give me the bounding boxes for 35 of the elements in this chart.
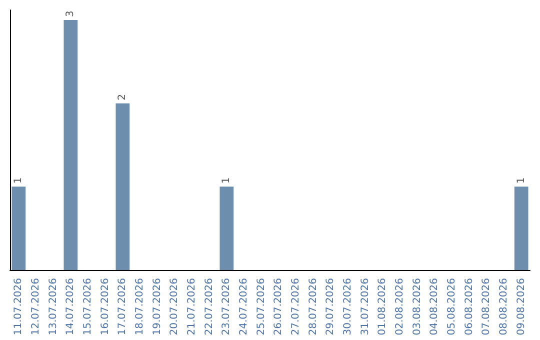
x-tick-label: 13.07.2026 <box>48 278 59 336</box>
x-tick-label: 15.07.2026 <box>82 278 94 336</box>
data-label: 2 <box>117 94 128 100</box>
x-tick-label: 30.07.2026 <box>342 278 354 336</box>
x-tick-label: 11.07.2026 <box>13 278 24 336</box>
x-tick-label: 14.07.2026 <box>65 278 76 336</box>
x-tick-label: 23.07.2026 <box>221 278 232 336</box>
x-tick-label: 18.07.2026 <box>134 278 146 336</box>
x-tick-label: 20.07.2026 <box>169 278 180 336</box>
data-label: 3 <box>65 10 76 17</box>
x-tick-label: 24.07.2026 <box>238 278 250 336</box>
x-tick-label: 29.07.2026 <box>325 278 336 336</box>
x-tick-label: 05.08.2026 <box>446 278 458 336</box>
data-label: 1 <box>221 177 232 184</box>
x-tick-label: 27.07.2026 <box>290 278 302 336</box>
x-tick-label: 06.08.2026 <box>464 278 475 336</box>
x-tick-label: 31.07.2026 <box>360 278 371 336</box>
x-tick-label: 07.08.2026 <box>481 278 492 336</box>
x-tick-label: 02.08.2026 <box>394 278 406 336</box>
x-tick-label: 04.08.2026 <box>429 278 440 336</box>
x-tick-label: 25.07.2026 <box>256 278 267 336</box>
data-label: 1 <box>13 177 24 184</box>
x-tick-label: 26.07.2026 <box>273 278 284 336</box>
x-tick-label: 19.07.2026 <box>152 278 163 336</box>
x-tick-label: 08.08.2026 <box>498 278 510 336</box>
x-tick-label: 21.07.2026 <box>186 278 198 336</box>
x-tick-label: 03.08.2026 <box>412 278 423 336</box>
x-tick-label: 16.07.2026 <box>100 278 111 336</box>
x-tick-label: 28.07.2026 <box>308 278 319 336</box>
x-tick-label: 01.08.2026 <box>377 278 388 336</box>
x-tick-label: 17.07.2026 <box>117 278 128 336</box>
data-label: 1 <box>516 177 527 184</box>
x-tick-label: 22.07.2026 <box>204 278 215 336</box>
x-tick-label: 12.07.2026 <box>30 278 42 336</box>
x-tick-label: 09.08.2026 <box>516 278 527 336</box>
